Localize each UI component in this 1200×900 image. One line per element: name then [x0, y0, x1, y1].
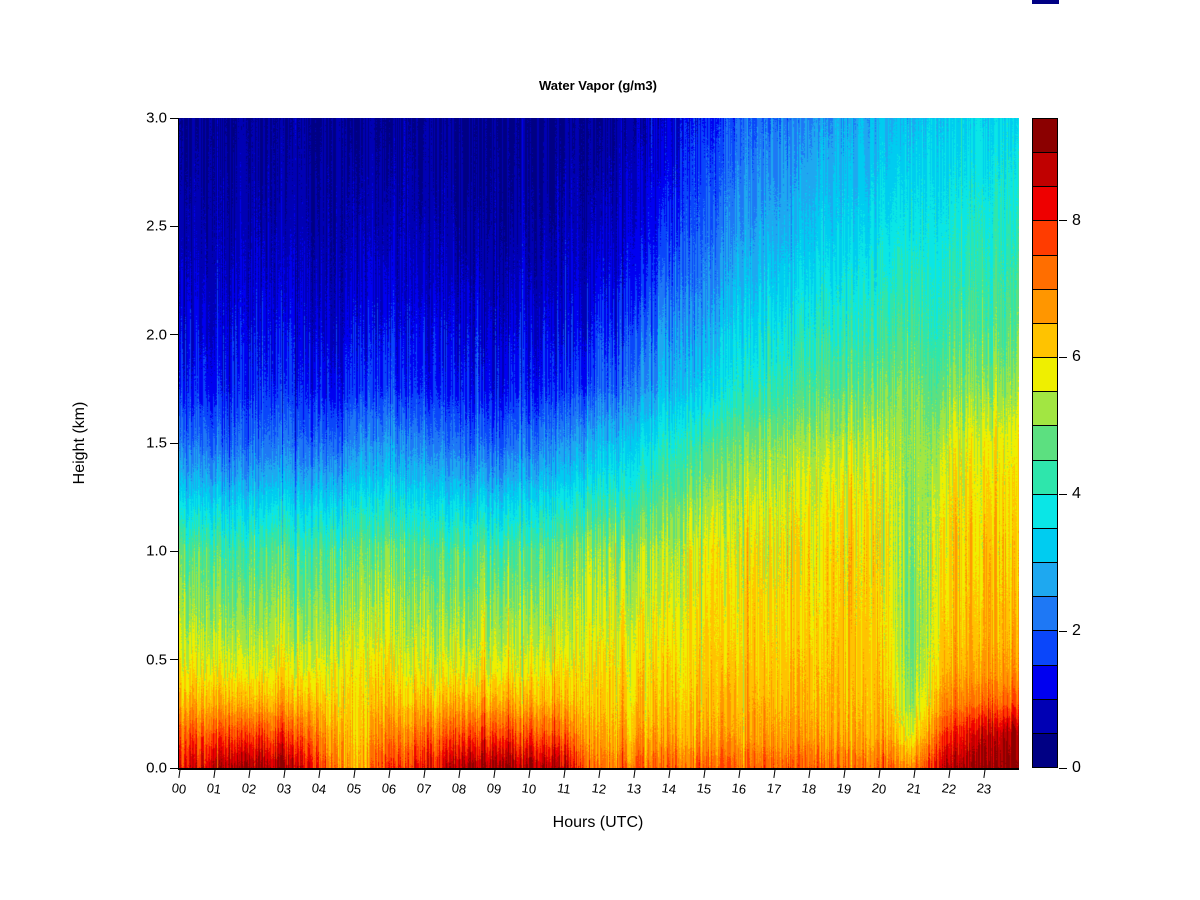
colorbar-tick-label: 2	[1072, 622, 1081, 640]
x-tick-mark	[808, 768, 811, 779]
x-tick-mark	[248, 768, 251, 779]
y-tick-mark	[170, 225, 178, 227]
colorbar-cell	[1033, 460, 1057, 495]
colorbar-cell	[1033, 733, 1057, 767]
x-tick-mark	[913, 768, 916, 779]
x-tick-label: 20	[870, 780, 888, 797]
x-tick-mark	[388, 768, 391, 779]
x-tick-mark	[178, 768, 181, 779]
colorbar-tick-mark	[1059, 767, 1067, 769]
x-tick-label: 19	[835, 780, 853, 797]
colorbar-tick-label: 6	[1072, 348, 1081, 366]
y-tick-label: 1.0	[146, 542, 167, 560]
colorbar-cell	[1033, 289, 1057, 324]
x-tick-label: 14	[660, 780, 678, 797]
colorbar-cell	[1033, 563, 1057, 598]
colorbar-cell	[1033, 153, 1057, 188]
colorbar	[1032, 118, 1058, 768]
x-tick-label: 00	[170, 780, 188, 797]
x-tick-label: 10	[520, 780, 538, 797]
x-tick-mark	[703, 768, 706, 779]
x-tick-mark	[878, 768, 881, 779]
colorbar-cell	[1033, 221, 1057, 256]
x-tick-label: 21	[905, 780, 923, 797]
y-tick-label: 0.5	[146, 651, 167, 669]
x-tick-mark	[213, 768, 216, 779]
x-tick-label: 06	[380, 780, 398, 797]
colorbar-cell	[1033, 494, 1057, 529]
y-tick-mark	[170, 442, 178, 444]
y-tick-label: 0.0	[146, 759, 167, 777]
x-tick-label: 04	[310, 780, 328, 797]
x-tick-mark	[528, 768, 531, 779]
x-tick-label: 16	[730, 780, 748, 797]
x-tick-mark	[423, 768, 426, 779]
colorbar-tick-label: 4	[1072, 485, 1081, 503]
x-tick-label: 05	[345, 780, 363, 797]
x-tick-label: 03	[275, 780, 293, 797]
x-axis-title: Hours (UTC)	[552, 814, 644, 831]
colorbar-tick-label: 8	[1072, 211, 1081, 229]
colorbar-cell	[1033, 665, 1057, 700]
y-tick-label: 2.0	[146, 326, 167, 344]
x-tick-mark	[738, 768, 741, 779]
x-tick-mark	[773, 768, 776, 779]
colorbar-tick-mark	[1059, 630, 1067, 632]
x-tick-label: 02	[240, 780, 258, 797]
colorbar-cell	[1033, 597, 1057, 632]
chart-title: Water Vapor (g/m3)	[539, 78, 657, 93]
plot-area: 0.0 0.5 1.0 1.5 2.0 2.5 3.0 00 01 02 03 04 05 06 07 08…	[146, 110, 1019, 797]
y-tick-mark	[170, 767, 178, 769]
x-tick-label: 09	[485, 780, 503, 797]
x-tick-mark	[598, 768, 601, 779]
y-tick-mark	[170, 117, 178, 119]
x-tick-label: 22	[940, 780, 958, 797]
colorbar-cell	[1033, 528, 1057, 564]
x-tick-mark	[843, 768, 846, 779]
y-tick-label: 1.5	[146, 434, 167, 452]
x-tick-mark	[493, 768, 496, 779]
y-tick-mark	[170, 659, 178, 661]
x-tick-label: 17	[765, 780, 783, 797]
colorbar-cell	[1033, 631, 1057, 666]
x-tick-mark	[563, 768, 566, 779]
x-tick-mark	[668, 768, 671, 779]
colorbar-tick-mark	[1059, 220, 1067, 222]
x-tick-label: 08	[450, 780, 468, 797]
x-tick-mark	[633, 768, 636, 779]
heatmap-canvas	[179, 118, 1019, 768]
colorbar-cell	[1033, 323, 1057, 359]
x-tick-mark	[283, 768, 286, 779]
x-tick-label: 12	[590, 780, 608, 797]
x-tick-label: 15	[695, 780, 713, 797]
y-axis-title: Height (km)	[71, 401, 88, 485]
x-tick-label: 13	[625, 780, 643, 797]
colorbar-tick-mark	[1059, 356, 1067, 358]
x-tick-mark	[948, 768, 951, 779]
colorbar-cell	[1033, 187, 1057, 222]
colorbar-cell	[1033, 699, 1057, 734]
y-tick-label: 3.0	[146, 109, 167, 127]
colorbar-cell	[1033, 119, 1057, 154]
colorbar-tick-mark	[1059, 493, 1067, 495]
y-tick-mark	[170, 334, 178, 336]
x-tick-label: 23	[975, 780, 993, 797]
y-tick-label: 2.5	[146, 217, 167, 235]
x-tick-label: 07	[415, 780, 433, 797]
colorbar-cell	[1033, 358, 1057, 393]
x-tick-mark	[458, 768, 461, 779]
x-tick-mark	[353, 768, 356, 779]
x-tick-label: 11	[556, 780, 572, 797]
colorbar-cell	[1033, 426, 1057, 461]
x-tick-label: 01	[205, 780, 223, 797]
colorbar-tick-label: 0	[1072, 759, 1081, 776]
x-tick-label: 18	[800, 780, 818, 797]
colorbar-cell	[1033, 392, 1057, 427]
x-tick-mark	[318, 768, 321, 779]
x-tick-mark	[983, 768, 986, 779]
window-artifact-bar	[1032, 0, 1059, 4]
y-tick-mark	[170, 550, 178, 552]
colorbar-cell	[1033, 255, 1057, 290]
